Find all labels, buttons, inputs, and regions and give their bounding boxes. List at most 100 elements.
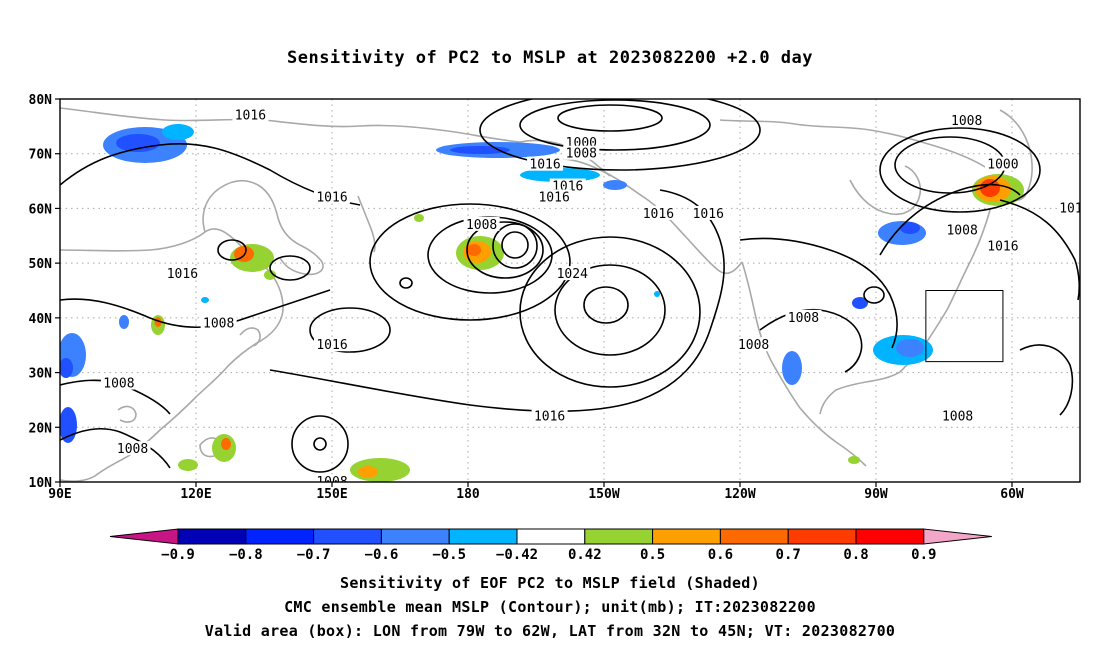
contour-label: 1008 — [117, 442, 148, 457]
colorbar-segment — [855, 528, 925, 545]
contour-label-bg — [554, 266, 591, 281]
contour-label-bg — [944, 222, 981, 237]
contour-label-bg — [314, 189, 350, 204]
contour-label: 1008 — [788, 311, 819, 326]
contour-label-bg — [939, 408, 976, 423]
contour-label-bg — [531, 408, 568, 423]
contour-label: 1016 — [534, 409, 565, 424]
colorbar-tick-label: 0.7 — [776, 547, 801, 563]
contour-label: 1008 — [466, 218, 497, 233]
contour-label: 1016 — [538, 190, 569, 205]
map-title: Sensitivity of PC2 to MSLP at 2023082200… — [286, 48, 813, 68]
contour-label-bg — [463, 216, 500, 231]
contour-label: 1008 — [316, 475, 347, 490]
lon-tick-label: 150W — [588, 487, 619, 502]
colorbar-tick-label: −0.8 — [229, 547, 263, 563]
contour-label-bg — [563, 134, 600, 149]
mslp-contours — [60, 99, 1080, 473]
colorbar-segment — [652, 528, 721, 545]
contour-label: 1008 — [566, 147, 597, 162]
caption-line-2: CMC ensemble mean MSLP (Contour); unit(m… — [284, 598, 816, 616]
contour-label: 1000 — [987, 158, 1018, 173]
contour-label-bg — [785, 309, 822, 324]
colorbar-tick-label: −0.6 — [365, 547, 399, 563]
valid-area-box — [925, 290, 1004, 363]
contour-label-bg — [984, 156, 1021, 171]
contour-label-bg — [527, 156, 564, 171]
latitude-axis: 80N 70N 60N 50N 40N 30N 20N 10N — [29, 93, 60, 491]
colorbar-segment — [380, 528, 450, 545]
contour-label-bg — [164, 266, 201, 281]
contour-label: 1024 — [557, 267, 588, 282]
lat-tick-label: 20N — [29, 421, 53, 436]
lat-tick-label: 30N — [29, 367, 53, 382]
colorbar-segment — [448, 528, 518, 545]
colorbar-tick-label: −0.9 — [161, 547, 195, 563]
contour-label: 1016 — [643, 207, 674, 222]
lon-tick-label: 120W — [724, 487, 755, 502]
colorbar-right-arrow — [923, 528, 992, 545]
contour-label: 1008 — [103, 377, 134, 392]
plot-frame — [59, 98, 1081, 483]
contour-label: 1016 — [167, 267, 198, 282]
colorbar-segment — [177, 528, 247, 545]
lat-tick-label: 40N — [29, 312, 53, 327]
caption-line-3: Valid area (box): LON from 79W to 62W, L… — [204, 622, 896, 640]
contour-label-bg — [114, 441, 151, 456]
contour-label: 1016 — [316, 338, 347, 353]
sensitivity-shading — [60, 124, 1024, 482]
longitude-axis: 90E 120E 150E 180 150W 120W 90W 60W — [48, 482, 1024, 502]
colorbar-tick-label: −0.7 — [297, 547, 331, 563]
contour-labels: 1016100010081016101610161008100010161016… — [100, 107, 1082, 490]
contour-label-bg — [549, 178, 586, 193]
contour-label: 1008 — [203, 316, 234, 331]
contour-label-bg — [1056, 200, 1080, 215]
contour-label: 1016 — [529, 158, 560, 173]
lat-tick-label: 80N — [29, 93, 53, 108]
lon-tick-label: 60W — [1000, 487, 1024, 502]
colorbar-tick-label: 0.42 — [568, 547, 602, 563]
contour-label-bg — [314, 474, 350, 482]
contour-label-bg — [690, 205, 727, 220]
lon-tick-label: 90E — [48, 487, 71, 502]
colorbar-segment — [584, 528, 654, 545]
contour-label-bg — [100, 375, 137, 390]
contour-label-bg — [640, 205, 677, 220]
contour-label: 1008 — [738, 338, 769, 353]
contour-label: 1008 — [942, 409, 973, 424]
colorbar-segment — [787, 528, 857, 545]
contour-label: 1008 — [951, 114, 982, 129]
colorbar: −0.9 −0.8 −0.7 −0.6 −0.5 −0.42 0.42 0.5 0.6 0.7 0.… — [109, 528, 992, 563]
lon-tick-label: 90W — [864, 487, 888, 502]
contour-label-bg — [735, 337, 772, 352]
lat-tick-label: 50N — [29, 257, 53, 272]
colorbar-tick-label: −0.42 — [496, 547, 538, 563]
lon-tick-label: 120E — [180, 487, 211, 502]
colorbar-tick-label: 0.6 — [708, 547, 733, 563]
contour-label-bg — [984, 238, 1021, 253]
contour-label-bg — [232, 107, 269, 122]
lon-tick-label: 150E — [316, 487, 347, 502]
contour-label-bg — [948, 112, 985, 127]
colorbar-tick-label: 0.8 — [843, 547, 868, 563]
colorbar-segment — [719, 528, 789, 545]
contour-label: 1016 — [987, 240, 1018, 255]
colorbar-left-arrow — [109, 528, 179, 545]
lat-tick-label: 70N — [29, 148, 53, 163]
colorbar-tick-label: −0.5 — [432, 547, 466, 563]
contour-label: 101 — [1059, 201, 1082, 216]
contour-label: 1016 — [316, 190, 347, 205]
lat-tick-label: 10N — [29, 476, 53, 491]
lat-tick-label: 60N — [29, 202, 53, 217]
colorbar-segment — [245, 528, 315, 545]
colorbar-tick-label: 0.5 — [640, 547, 665, 563]
colorbar-segment — [516, 528, 586, 545]
contour-label: 1016 — [235, 108, 266, 123]
colorbar-segment — [313, 528, 382, 545]
colorbar-tick-label: 0.9 — [911, 547, 936, 563]
contour-label: 1008 — [946, 223, 977, 238]
contour-label-bg — [536, 189, 573, 204]
caption-line-1: Sensitivity of EOF PC2 to MSLP field (Sh… — [340, 574, 760, 592]
contour-label-bg — [314, 337, 350, 352]
